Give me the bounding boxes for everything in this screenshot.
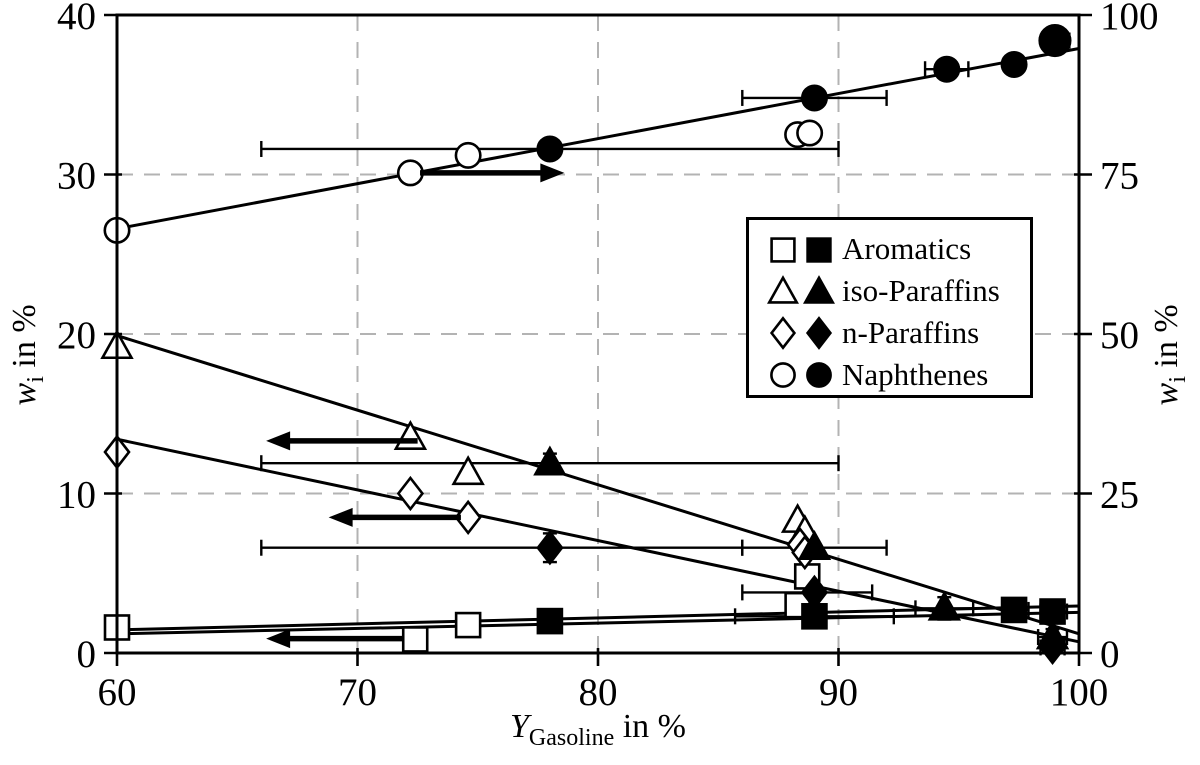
y-axis-label-right: wi in % xyxy=(1148,270,1192,440)
legend-marker-canvas xyxy=(805,316,833,351)
legend-label-n-paraffins: n-Paraffins xyxy=(842,314,980,350)
data-point-filled-naphthenes-4 xyxy=(1038,23,1072,58)
y-right-tick-label: 75 xyxy=(1100,155,1139,198)
x-tick-label: 100 xyxy=(1050,671,1109,714)
data-point-open-n-paraffins-1 xyxy=(396,475,425,512)
open-diamond-icon xyxy=(765,314,801,351)
legend-marker-canvas xyxy=(770,237,796,263)
data-point-filled-aromatics-3 xyxy=(1039,598,1066,625)
data-point-filled-naphthenes-0 xyxy=(536,135,564,163)
data-point-filled-aromatics-0 xyxy=(536,607,564,635)
x-tick-label: 90 xyxy=(819,671,858,714)
data-point-filled-n-paraffins-1 xyxy=(800,574,829,611)
filled-triangle-icon xyxy=(801,273,837,309)
y-left-symbol: w xyxy=(6,382,44,406)
trend-line-iso-paraffins xyxy=(116,334,1080,636)
filled-diamond-icon xyxy=(801,314,837,351)
legend: Aromatics iso-Paraffins n-Paraffins Naph… xyxy=(746,217,1033,398)
trend-line-aromatics xyxy=(116,604,1080,632)
data-point-filled-aromatics-2 xyxy=(1000,596,1028,624)
data-point-open-naphthenes-2 xyxy=(454,141,482,169)
data-point-filled-naphthenes-1 xyxy=(800,84,828,112)
x-tick-label: 60 xyxy=(98,671,137,714)
open-square-glyph xyxy=(770,237,796,263)
data-point-filled-naphthenes-2 xyxy=(933,55,961,83)
legend-item-iso-paraffins: iso-Paraffins xyxy=(765,273,1030,309)
y-right-tick-label: 50 xyxy=(1100,314,1139,357)
y-left-tick-label: 10 xyxy=(57,474,96,517)
open-triangle-glyph xyxy=(767,274,799,304)
legend-item-naphthenes: Naphthenes xyxy=(765,356,1030,392)
filled-square-icon xyxy=(801,231,837,267)
legend-marker-canvas xyxy=(803,274,835,304)
y-left-tick-label: 0 xyxy=(77,633,97,676)
data-point-filled-iso-paraffins-2 xyxy=(927,590,962,621)
y-right-tick-label: 100 xyxy=(1100,0,1159,38)
filled-triangle-glyph xyxy=(803,274,835,304)
trend-line-aromatics xyxy=(116,610,1080,636)
y-left-tick-label: 30 xyxy=(57,155,96,198)
y-left-subscript: i xyxy=(22,376,49,383)
data-point-open-aromatics-1 xyxy=(401,626,429,653)
trend-line-naphthenes xyxy=(116,47,1080,231)
data-point-open-aromatics-2 xyxy=(454,611,482,639)
data-point-open-iso-paraffins-1 xyxy=(393,420,428,450)
open-diamond-glyph xyxy=(769,316,797,351)
y-right-suffix: in % xyxy=(1148,304,1186,377)
open-triangle-icon xyxy=(765,273,801,309)
legend-marker-canvas xyxy=(767,274,799,304)
data-point-filled-iso-paraffins-1 xyxy=(797,530,832,561)
legend-label-naphthenes: Naphthenes xyxy=(842,356,989,392)
legend-marker-canvas xyxy=(770,362,796,389)
x-tick-label: 80 xyxy=(579,671,618,714)
filled-diamond-glyph xyxy=(805,316,833,351)
y-right-tick-label: 25 xyxy=(1100,474,1139,517)
open-square-icon xyxy=(765,231,801,267)
y-axis-label-left: wi in % xyxy=(6,270,50,440)
legend-marker-canvas xyxy=(806,362,832,389)
legend-label-aromatics: Aromatics xyxy=(842,231,972,267)
x-tick-label: 70 xyxy=(338,671,377,714)
data-point-open-naphthenes-4 xyxy=(796,119,824,147)
data-point-filled-iso-paraffins-0 xyxy=(533,445,567,476)
legend-marker-canvas xyxy=(769,316,797,351)
data-point-open-iso-paraffins-2 xyxy=(451,455,485,486)
y-left-suffix: in % xyxy=(6,304,44,377)
y-left-tick-label: 20 xyxy=(57,314,96,357)
legend-label-iso-paraffins: iso-Paraffins xyxy=(842,273,1000,309)
x-axis-label: YGasoline in % xyxy=(117,708,1079,752)
x-subscript: Gasoline xyxy=(528,724,615,751)
legend-item-aromatics: Aromatics xyxy=(765,231,1030,267)
filled-circle-glyph xyxy=(806,362,832,389)
filled-square-glyph xyxy=(806,237,832,263)
data-point-filled-n-paraffins-0 xyxy=(536,530,564,566)
x-symbol: Y xyxy=(509,708,529,745)
arrow-left-icon xyxy=(328,507,353,527)
arrow-left-icon xyxy=(266,629,291,649)
data-point-filled-naphthenes-3 xyxy=(1000,50,1028,78)
open-circle-glyph xyxy=(770,362,796,389)
open-circle-icon xyxy=(765,356,801,392)
y-right-tick-label: 0 xyxy=(1100,633,1120,676)
y-left-tick-label: 40 xyxy=(57,0,96,38)
data-point-open-naphthenes-1 xyxy=(396,159,424,187)
filled-circle-icon xyxy=(801,356,837,392)
y-right-subscript: i xyxy=(1164,376,1191,383)
data-point-open-n-paraffins-2 xyxy=(454,499,482,536)
x-suffix: in % xyxy=(614,708,686,745)
arrow-left-icon xyxy=(266,431,291,451)
legend-marker-canvas xyxy=(806,237,832,263)
arrow-right-icon xyxy=(540,163,565,183)
legend-item-n-paraffins: n-Paraffins xyxy=(765,314,1030,351)
data-point-filled-n-paraffins-2 xyxy=(1038,629,1067,666)
y-right-symbol: w xyxy=(1148,382,1186,406)
